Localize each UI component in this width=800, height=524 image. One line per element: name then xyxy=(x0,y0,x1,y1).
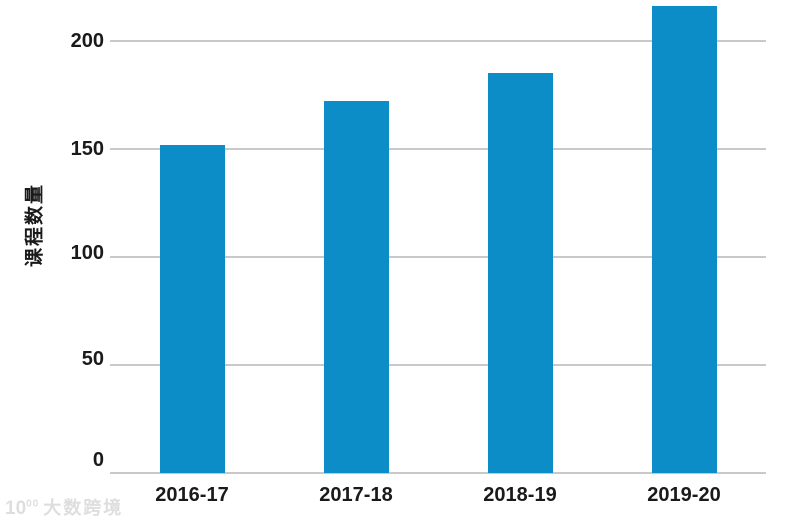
y-tick-label: 0 xyxy=(92,449,104,471)
x-tick-label: 2017-18 xyxy=(319,484,393,506)
x-tick-label: 2018-19 xyxy=(483,484,557,506)
dashu-kuajing-logo-icon: 1000 xyxy=(5,498,40,519)
y-tick-label: 100 xyxy=(70,242,104,264)
gridline-y-50 xyxy=(110,364,766,366)
gridline-y-0 xyxy=(110,472,766,474)
y-tick-label: 50 xyxy=(81,348,104,370)
gridline-y-100 xyxy=(110,256,766,258)
y-tick-label: 150 xyxy=(70,138,104,160)
bar-2018-19 xyxy=(487,73,553,473)
x-tick-label: 2016-17 xyxy=(155,484,229,506)
bar-2017-18 xyxy=(323,101,389,473)
y-tick-label: 200 xyxy=(70,30,104,52)
bar-2019-20 xyxy=(651,6,717,473)
y-axis-label: 课程数量 xyxy=(24,182,46,268)
gridline-y-150 xyxy=(110,148,766,150)
gridline-y-200 xyxy=(110,40,766,42)
watermark: 1000 大数跨境 xyxy=(5,494,123,520)
watermark-text: 大数跨境 xyxy=(43,498,124,518)
x-tick-label: 2019-20 xyxy=(647,484,721,506)
bar-2016-17 xyxy=(159,144,225,473)
